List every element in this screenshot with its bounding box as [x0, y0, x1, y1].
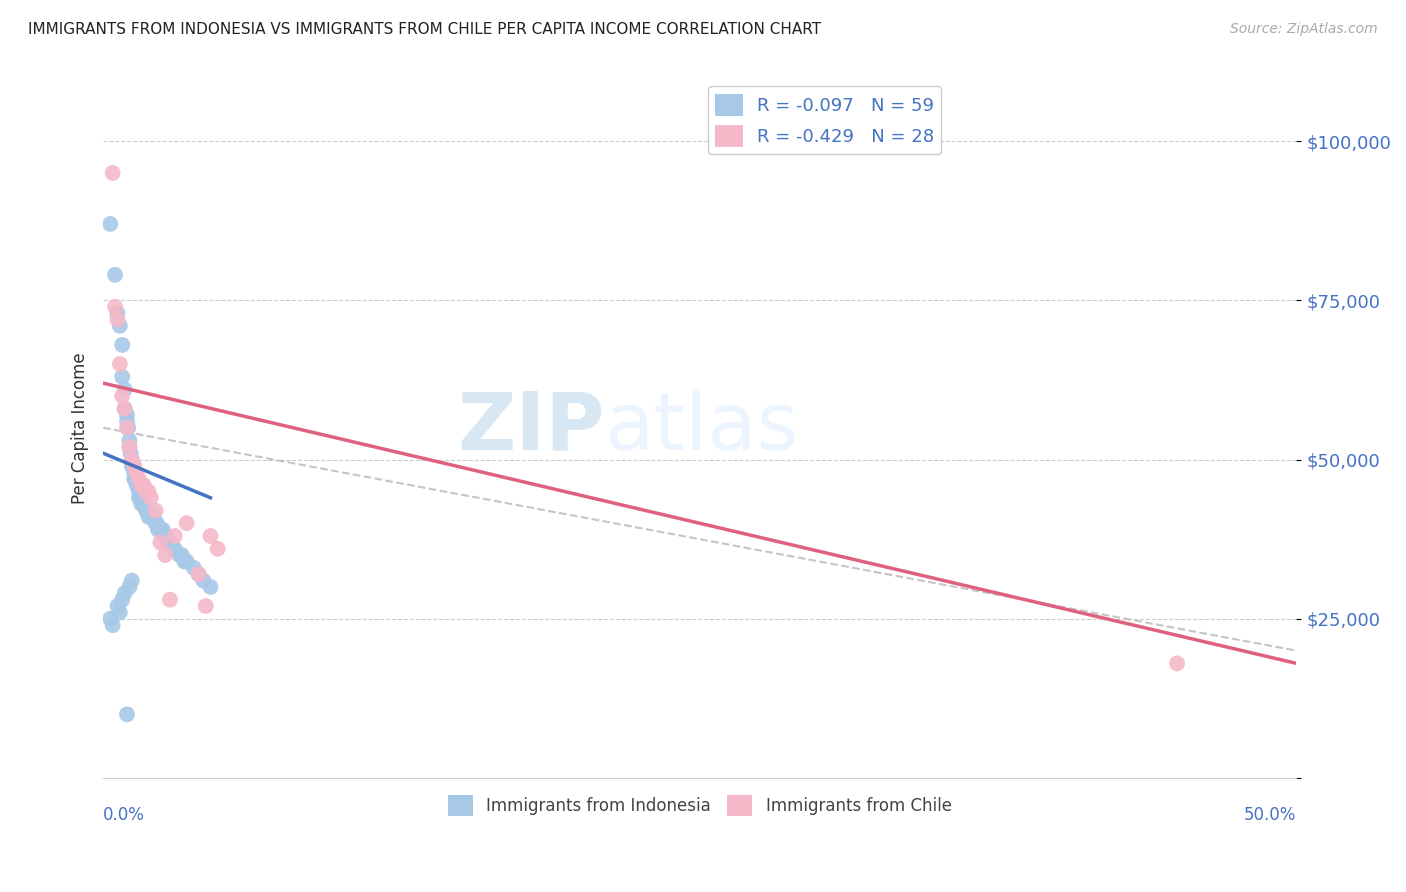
Point: [200, 529, 222, 543]
Point: [114, 383, 136, 397]
Point: [135, 503, 157, 517]
Y-axis label: Per Capita Income: Per Capita Income: [72, 352, 89, 504]
Point: [108, 357, 131, 371]
Point: [118, 580, 141, 594]
Point: [149, 535, 172, 549]
Point: [146, 523, 169, 537]
Point: [111, 592, 134, 607]
Point: [163, 541, 186, 556]
Point: [138, 484, 160, 499]
Point: [131, 478, 153, 492]
Point: [207, 541, 229, 556]
Point: [163, 529, 186, 543]
Point: [173, 554, 195, 568]
Point: [121, 452, 143, 467]
Point: [104, 300, 127, 314]
Point: [107, 599, 129, 613]
Text: IMMIGRANTS FROM INDONESIA VS IMMIGRANTS FROM CHILE PER CAPITA INCOME CORRELATION: IMMIGRANTS FROM INDONESIA VS IMMIGRANTS …: [28, 22, 821, 37]
Point: [107, 312, 129, 326]
Point: [114, 586, 136, 600]
Point: [149, 523, 172, 537]
Point: [122, 458, 145, 473]
Point: [128, 491, 150, 505]
Point: [122, 472, 145, 486]
Point: [107, 306, 129, 320]
Point: [104, 268, 127, 282]
Point: [121, 458, 143, 473]
Point: [132, 497, 155, 511]
Point: [200, 580, 222, 594]
Point: [187, 567, 209, 582]
Point: [194, 599, 217, 613]
Point: [115, 707, 138, 722]
Point: [136, 503, 159, 517]
Point: [142, 509, 165, 524]
Point: [117, 421, 139, 435]
Point: [169, 548, 191, 562]
Point: [111, 338, 134, 352]
Point: [122, 465, 145, 479]
Point: [121, 452, 143, 467]
Point: [138, 509, 160, 524]
Point: [111, 369, 134, 384]
Point: [146, 516, 169, 531]
Point: [118, 440, 141, 454]
Text: ZIP: ZIP: [457, 389, 605, 467]
Point: [132, 478, 155, 492]
Point: [121, 574, 143, 588]
Point: [135, 484, 157, 499]
Point: [101, 618, 124, 632]
Point: [139, 491, 162, 505]
Point: [145, 503, 167, 517]
Point: [145, 516, 167, 531]
Point: [153, 529, 176, 543]
Point: [153, 548, 176, 562]
Point: [128, 484, 150, 499]
Point: [122, 458, 145, 473]
Point: [152, 523, 174, 537]
Point: [115, 408, 138, 422]
Point: [115, 414, 138, 428]
Point: [101, 166, 124, 180]
Point: [115, 421, 138, 435]
Point: [98, 217, 121, 231]
Text: 50.0%: 50.0%: [1244, 806, 1296, 824]
Point: [193, 574, 215, 588]
Point: [162, 541, 184, 556]
Point: [131, 491, 153, 505]
Point: [170, 548, 193, 562]
Point: [153, 529, 176, 543]
Point: [1166, 657, 1188, 671]
Point: [111, 389, 134, 403]
Point: [131, 497, 153, 511]
Point: [159, 592, 181, 607]
Point: [108, 606, 131, 620]
Point: [124, 472, 146, 486]
Point: [139, 509, 162, 524]
Point: [176, 516, 198, 531]
Text: Source: ZipAtlas.com: Source: ZipAtlas.com: [1230, 22, 1378, 37]
Point: [114, 401, 136, 416]
Point: [187, 567, 209, 582]
Text: atlas: atlas: [605, 389, 799, 467]
Point: [120, 446, 142, 460]
Point: [159, 535, 181, 549]
Point: [128, 472, 150, 486]
Point: [98, 612, 121, 626]
Text: 0.0%: 0.0%: [103, 806, 145, 824]
Point: [125, 478, 148, 492]
Point: [125, 465, 148, 479]
Point: [156, 535, 179, 549]
Legend: Immigrants from Indonesia, Immigrants from Chile: Immigrants from Indonesia, Immigrants fr…: [441, 789, 959, 822]
Point: [118, 434, 141, 448]
Point: [114, 401, 136, 416]
Point: [118, 440, 141, 454]
Point: [176, 554, 198, 568]
Point: [108, 318, 131, 333]
Point: [183, 561, 205, 575]
